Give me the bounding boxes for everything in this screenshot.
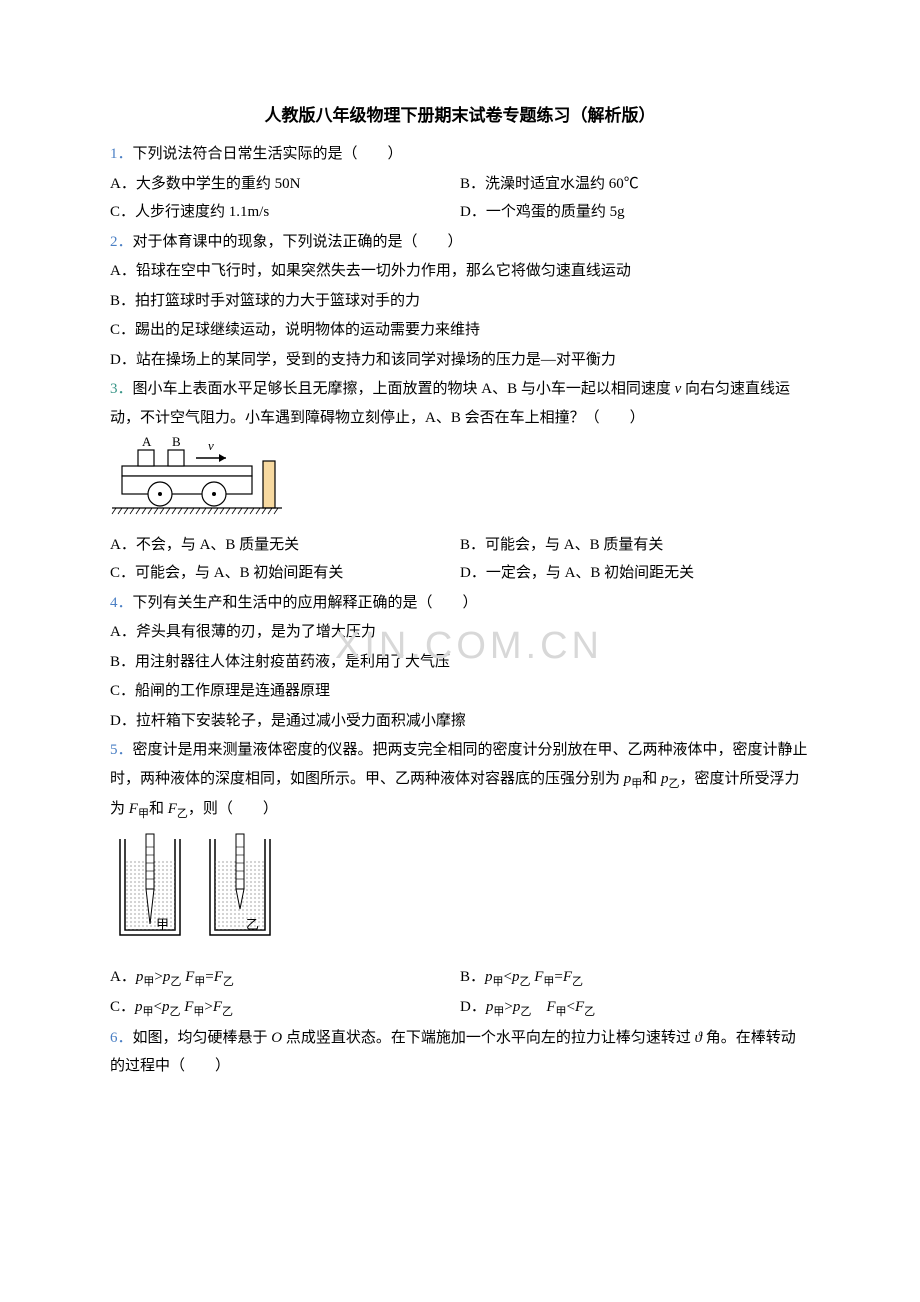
q5C-s1: 甲 bbox=[143, 1006, 154, 1018]
q5-figure: 甲 乙 bbox=[110, 829, 810, 960]
q5D-f2: F bbox=[575, 999, 584, 1015]
q5B-s2: 乙 bbox=[519, 976, 530, 988]
q5B-f2: F bbox=[563, 969, 572, 985]
q1-row1: A．大多数中学生的重约 50N B．洗澡时适宜水温约 60℃ bbox=[110, 170, 810, 199]
q2-num: 2． bbox=[110, 234, 133, 250]
q5-f1b: 甲 bbox=[138, 808, 149, 820]
q5C-op1: < bbox=[154, 999, 162, 1015]
q5C-s2: 乙 bbox=[169, 1006, 180, 1018]
q6-sth: ϑ bbox=[695, 1030, 702, 1046]
q3-figure: A B v bbox=[110, 436, 810, 527]
q5-m1: 和 bbox=[642, 771, 661, 787]
q3-stem-a: 图小车上表面水平足够长且无摩擦，上面放置的物块 A、B 与小车一起以相同速度 bbox=[133, 381, 675, 397]
q1-row2: C．人步行速度约 1.1m/s D．一个鸡蛋的质量约 5g bbox=[110, 198, 810, 227]
q2-optC: C．踢出的足球继续运动，说明物体的运动需要力来维持 bbox=[110, 316, 810, 345]
q3-num: 3． bbox=[110, 381, 133, 397]
q5D-sp bbox=[531, 999, 546, 1015]
q3-optA: A．不会，与 A、B 质量无关 bbox=[110, 531, 460, 560]
q3-optC: C．可能会，与 A、B 初始间距有关 bbox=[110, 559, 460, 588]
q5C-p1: p bbox=[135, 999, 143, 1015]
q6-so: O bbox=[271, 1030, 282, 1046]
q5B-s1: 甲 bbox=[493, 976, 504, 988]
q5D-op2: < bbox=[567, 999, 575, 1015]
q5B-s3: 甲 bbox=[543, 976, 554, 988]
q5-num: 5． bbox=[110, 742, 133, 758]
q5-p2b: 乙 bbox=[669, 778, 680, 790]
q2-optA: A．铅球在空中飞行时，如果突然失去一切外力作用，那么它将做匀速直线运动 bbox=[110, 257, 810, 286]
q5A-s2: 乙 bbox=[170, 976, 181, 988]
q5-stem: 5．密度计是用来测量液体密度的仪器。把两支完全相同的密度计分别放在甲、乙两种液体… bbox=[110, 736, 810, 824]
q4-num: 4． bbox=[110, 595, 133, 611]
q1-num: 1． bbox=[110, 146, 133, 162]
q1-optD: D．一个鸡蛋的质量约 5g bbox=[460, 198, 810, 227]
q5D-s3: 甲 bbox=[556, 1006, 567, 1018]
q3-row2: C．可能会，与 A、B 初始间距有关 D．一定会，与 A、B 初始间距无关 bbox=[110, 559, 810, 588]
q5A-pre: A． bbox=[110, 969, 136, 985]
q3-stem: 3．图小车上表面水平足够长且无摩擦，上面放置的物块 A、B 与小车一起以相同速度… bbox=[110, 375, 810, 432]
q5D-op1: > bbox=[504, 999, 512, 1015]
q3-row1: A．不会，与 A、B 质量无关 B．可能会，与 A、B 质量有关 bbox=[110, 531, 810, 560]
q2-optB: B．拍打篮球时手对篮球的力大于篮球对手的力 bbox=[110, 287, 810, 316]
q6-sa: 如图，均匀硬棒悬于 bbox=[133, 1030, 272, 1046]
q5-row2: C．p甲<p乙 F甲>F乙 D．p甲>p乙 F甲<F乙 bbox=[110, 993, 810, 1023]
q2-stem: 2．对于体育课中的现象，下列说法正确的是（ ） bbox=[110, 228, 810, 257]
q3-optD: D．一定会，与 A、B 初始间距无关 bbox=[460, 559, 810, 588]
q5A-s3: 甲 bbox=[194, 976, 205, 988]
q5B-pre: B． bbox=[460, 969, 485, 985]
q3-fig-labV: v bbox=[208, 438, 214, 453]
q5-p1b: 甲 bbox=[631, 778, 642, 790]
q1-optC: C．人步行速度约 1.1m/s bbox=[110, 198, 460, 227]
q5B-s4: 乙 bbox=[572, 976, 583, 988]
q4-optD: D．拉杆箱下安装轮子，是通过减小受力面积减小摩擦 bbox=[110, 707, 810, 736]
q3-fig-labA: A bbox=[142, 436, 152, 449]
q5A-s4: 乙 bbox=[223, 976, 234, 988]
q5-f2a: F bbox=[168, 801, 177, 817]
q1-optB: B．洗澡时适宜水温约 60℃ bbox=[460, 170, 810, 199]
q5A-op1: > bbox=[154, 969, 162, 985]
q5-optD: D．p甲>p乙 F甲<F乙 bbox=[460, 993, 810, 1023]
q5D-s4: 乙 bbox=[584, 1006, 595, 1018]
q5A-f1: F bbox=[185, 969, 194, 985]
q5-fig-lab1: 甲 bbox=[156, 917, 169, 932]
q4-stem-text: 下列有关生产和生活中的应用解释正确的是（ ） bbox=[133, 595, 478, 611]
q5-f2b: 乙 bbox=[177, 808, 188, 820]
q1-optA: A．大多数中学生的重约 50N bbox=[110, 170, 460, 199]
q5C-op2: > bbox=[204, 999, 212, 1015]
q5-optC: C．p甲<p乙 F甲>F乙 bbox=[110, 993, 460, 1023]
q1-stem: 1．下列说法符合日常生活实际的是（ ） bbox=[110, 140, 810, 169]
q5A-f2: F bbox=[214, 969, 223, 985]
q5D-s2: 乙 bbox=[520, 1006, 531, 1018]
q5C-s4: 乙 bbox=[222, 1006, 233, 1018]
q5-f1a: F bbox=[129, 801, 138, 817]
q5D-s1: 甲 bbox=[493, 1006, 504, 1018]
q5B-op1: < bbox=[504, 969, 512, 985]
q5-optB: B．p甲<p乙 F甲=F乙 bbox=[460, 963, 810, 993]
q5-p2a: p bbox=[661, 771, 669, 787]
q5C-f2: F bbox=[213, 999, 222, 1015]
q5B-op2: = bbox=[554, 969, 562, 985]
q5-optA: A．p甲>p乙 F甲=F乙 bbox=[110, 963, 460, 993]
q3-optB: B．可能会，与 A、B 质量有关 bbox=[460, 531, 810, 560]
q2-stem-text: 对于体育课中的现象，下列说法正确的是（ ） bbox=[133, 234, 463, 250]
q5A-s1: 甲 bbox=[143, 976, 154, 988]
q5D-f1: F bbox=[546, 999, 555, 1015]
q5D-pre: D． bbox=[460, 999, 486, 1015]
q6-sb: 点成竖直状态。在下端施加一个水平向左的拉力让棒匀速转过 bbox=[282, 1030, 695, 1046]
q2-optD: D．站在操场上的某同学，受到的支持力和该同学对操场的压力是—对平衡力 bbox=[110, 346, 810, 375]
q5-row1: A．p甲>p乙 F甲=F乙 B．p甲<p乙 F甲=F乙 bbox=[110, 963, 810, 993]
q6-stem: 6．如图，均匀硬棒悬于 O 点成竖直状态。在下端施加一个水平向左的拉力让棒匀速转… bbox=[110, 1024, 810, 1081]
q5A-op2: = bbox=[205, 969, 213, 985]
q5-end: ，则（ ） bbox=[188, 801, 278, 817]
q1-stem-text: 下列说法符合日常生活实际的是（ ） bbox=[133, 146, 403, 162]
q5C-s3: 甲 bbox=[193, 1006, 204, 1018]
q5C-pre: C． bbox=[110, 999, 135, 1015]
page-title: 人教版八年级物理下册期末试卷专题练习（解析版） bbox=[110, 100, 810, 132]
q5-fig-lab2: 乙 bbox=[246, 917, 259, 932]
q3-fig-labB: B bbox=[172, 436, 181, 449]
watermark: XIN.COM.CN bbox=[335, 610, 603, 682]
q4-optA: A．斧头具有很薄的刃，是为了增大压力 XIN.COM.CN bbox=[110, 618, 810, 647]
q6-num: 6． bbox=[110, 1030, 133, 1046]
q5B-p1: p bbox=[485, 969, 493, 985]
q5-m3: 和 bbox=[149, 801, 168, 817]
